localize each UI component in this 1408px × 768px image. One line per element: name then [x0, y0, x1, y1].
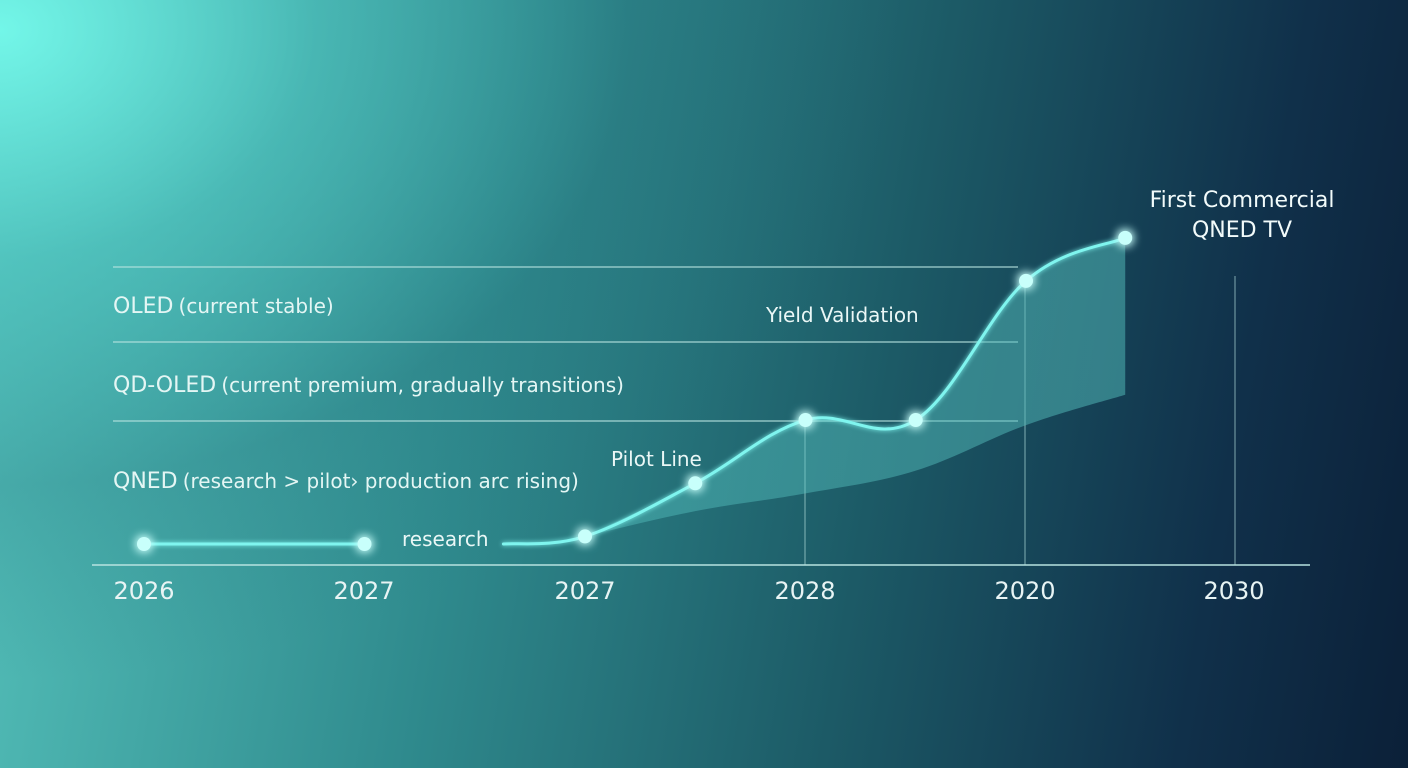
- band-name: OLED: [113, 294, 174, 319]
- data-point: [1019, 273, 1033, 288]
- band-label-qned: QNED (research > pilot› production arc r…: [113, 469, 579, 494]
- chart-title-line-1: First Commercial: [1149, 188, 1335, 213]
- chart-title-line-2: QNED TV: [1191, 218, 1293, 243]
- x-tick-label: 2028: [774, 577, 836, 605]
- data-point: [908, 413, 923, 428]
- band-label-qd-oled: QD-OLED (current premium, gradually tran…: [113, 373, 624, 398]
- x-tick-label: 2020: [994, 577, 1056, 605]
- data-point: [1118, 230, 1133, 245]
- chart-title: First Commercial QNED TV: [1142, 186, 1342, 246]
- band-desc: (research > pilot› production arc rising…: [182, 469, 579, 493]
- band-label-oled: OLED (current stable): [113, 294, 334, 319]
- annotation-yield-validation: Yield Validation: [766, 303, 919, 327]
- data-point: [798, 413, 813, 428]
- band-name: QNED: [113, 469, 178, 494]
- annotation-pilot-line: Pilot Line: [611, 447, 702, 471]
- band-desc: (current stable): [178, 294, 334, 318]
- x-tick-label: 2027: [554, 577, 616, 605]
- x-tick-label: 2026: [113, 577, 175, 605]
- data-point: [688, 476, 703, 491]
- band-desc: (current premium, gradually transitions): [221, 373, 624, 397]
- annotation-research: research: [402, 527, 489, 551]
- band-name: QD-OLED: [113, 373, 217, 398]
- data-point: [137, 537, 151, 551]
- data-point: [578, 529, 592, 544]
- x-tick-label: 2027: [333, 577, 395, 605]
- x-tick-label: 2030: [1203, 577, 1265, 605]
- qned-area: [585, 237, 1126, 537]
- data-point: [357, 537, 372, 551]
